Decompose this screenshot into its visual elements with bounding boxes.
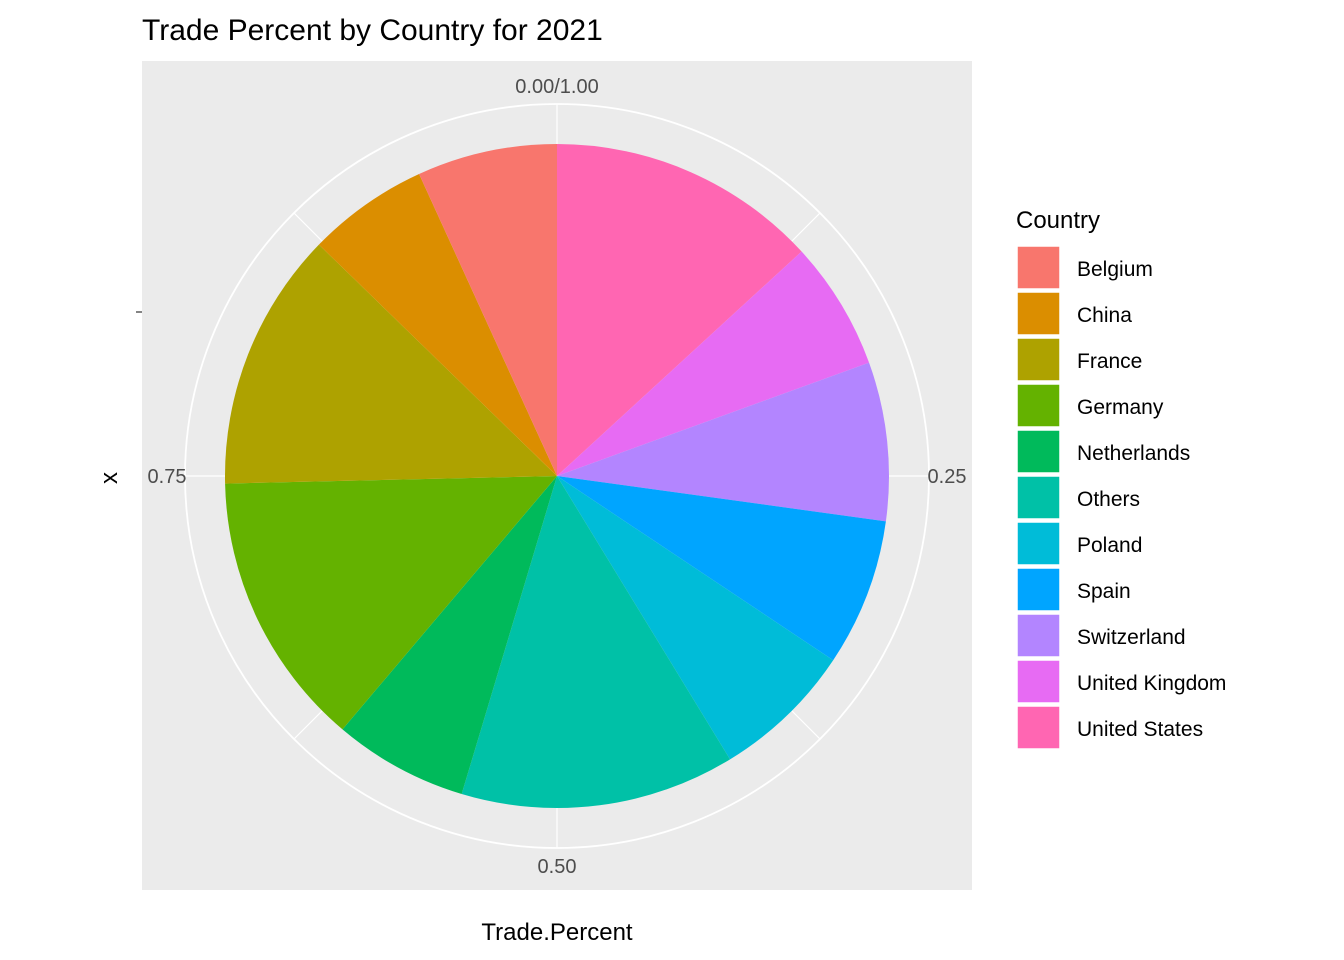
legend-key-switzerland — [1016, 613, 1061, 658]
y-axis-label: x — [96, 472, 123, 484]
legend-title: Country — [1016, 207, 1100, 234]
angle-tick-label: 0.00/1.00 — [515, 76, 598, 98]
pie-slice-germany — [225, 476, 557, 730]
legend-label-others: Others — [1077, 488, 1140, 511]
legend-key-others — [1016, 475, 1061, 520]
legend-label-france: France — [1077, 350, 1142, 373]
legend-label-spain: Spain — [1077, 580, 1131, 603]
legend-key-netherlands — [1016, 429, 1061, 474]
pie-slice-poland — [557, 476, 834, 760]
legend-label-united-kingdom: United Kingdom — [1077, 672, 1226, 695]
legend-label-belgium: Belgium — [1077, 258, 1153, 281]
legend-label-china: China — [1077, 304, 1132, 327]
legend-key-united-kingdom — [1016, 659, 1061, 704]
pie-slice-netherlands — [342, 476, 557, 795]
pie-slice-others — [461, 476, 731, 808]
angle-tick-label: 0.50 — [538, 856, 577, 878]
legend-label-switzerland: Switzerland — [1077, 626, 1186, 649]
chart-title: Trade Percent by Country for 2021 — [142, 14, 603, 47]
pie-slice-spain — [557, 476, 886, 661]
angle-tick-labels: 0.00/1.00 0.25 0.50 0.75 — [148, 76, 967, 878]
legend-key-china — [1016, 291, 1061, 336]
legend-key-united-states — [1016, 705, 1061, 750]
x-axis-label: Trade.Percent — [481, 919, 633, 946]
angle-tick-label: 0.25 — [928, 466, 967, 488]
legend: Country Belgium China France Germany Netherl… — [1016, 207, 1226, 750]
legend-label-poland: Poland — [1077, 534, 1142, 557]
pie-slice-belgium — [419, 144, 557, 476]
legend-key-france — [1016, 337, 1061, 382]
legend-label-united-states: United States — [1077, 718, 1203, 741]
pie-slice-united-states — [557, 144, 802, 476]
pie-slices — [225, 144, 889, 808]
legend-key-poland — [1016, 521, 1061, 566]
legend-key-spain — [1016, 567, 1061, 612]
pie-slice-switzerland — [557, 362, 889, 522]
pie-slice-china — [318, 174, 557, 476]
legend-key-belgium — [1016, 245, 1061, 290]
legend-label-germany: Germany — [1077, 396, 1164, 419]
pie-slice-france — [225, 244, 557, 484]
legend-key-germany — [1016, 383, 1061, 428]
legend-label-netherlands: Netherlands — [1077, 442, 1190, 465]
pie-slice-united-kingdom — [557, 251, 870, 476]
angle-tick-label: 0.75 — [148, 466, 187, 488]
